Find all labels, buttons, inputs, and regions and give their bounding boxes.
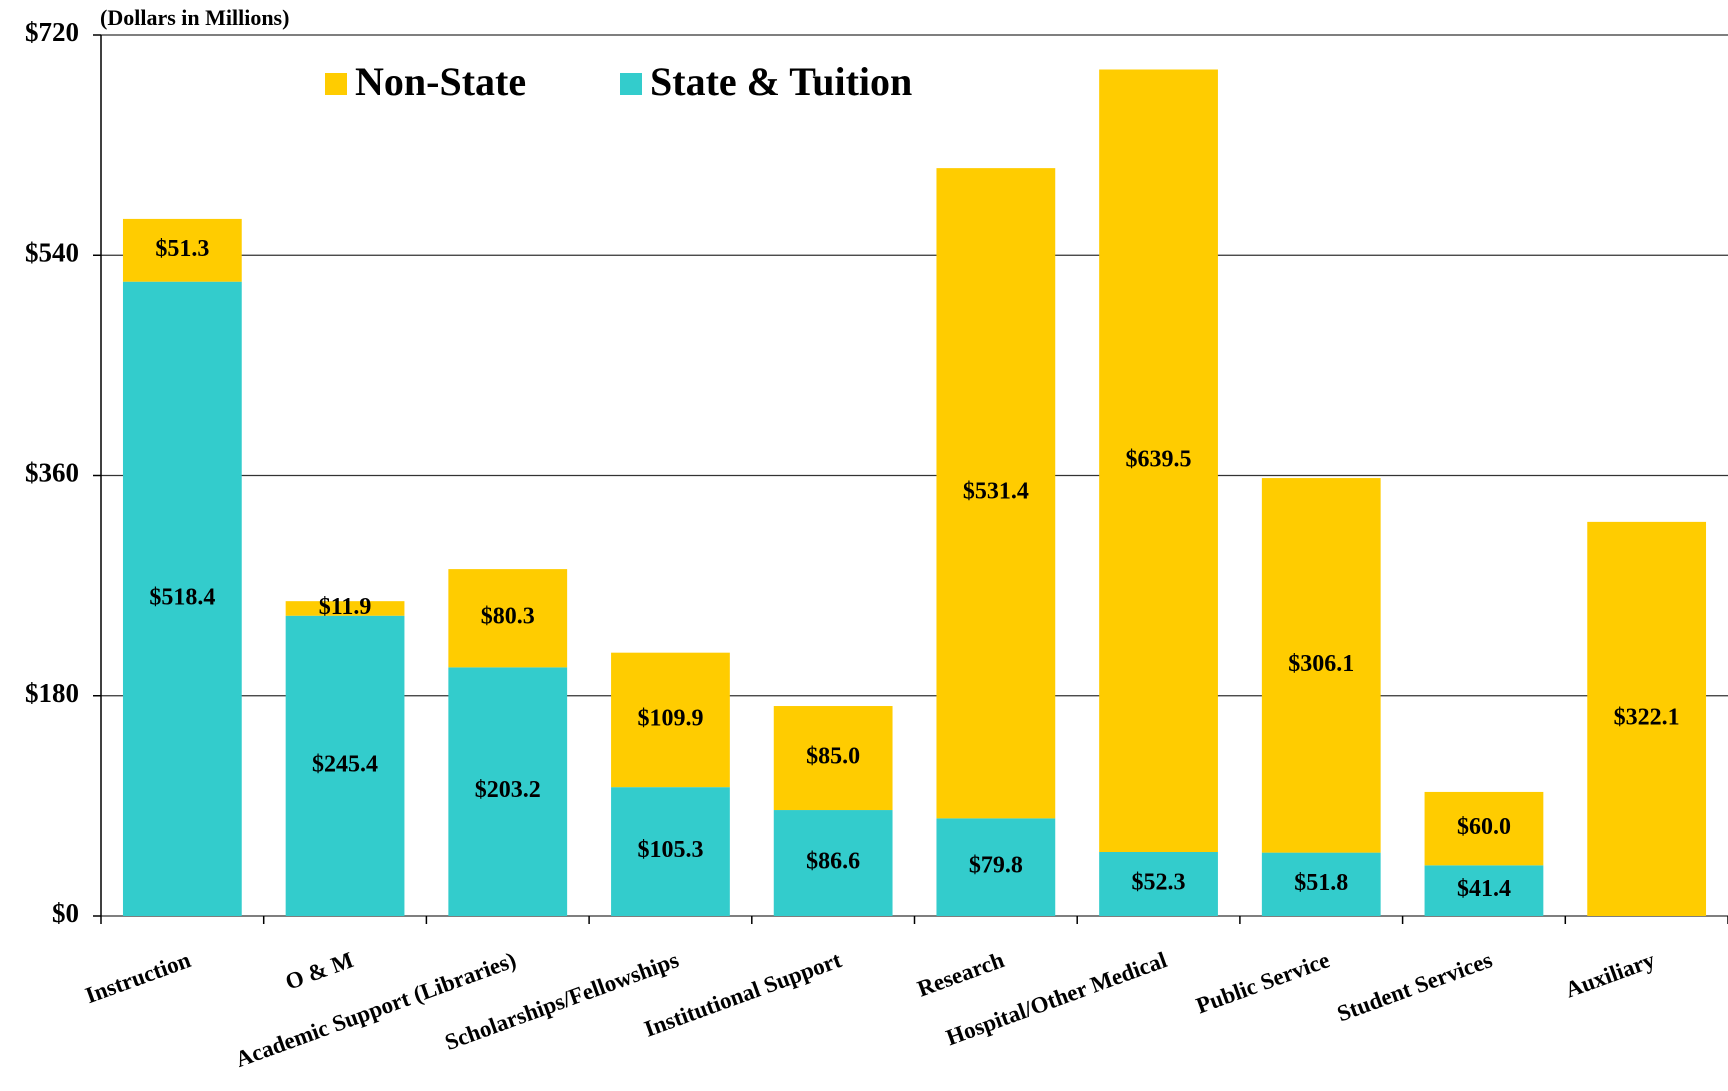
y-tick-label: $360 (25, 458, 79, 488)
bar-segment (1099, 852, 1218, 916)
bar-segment (448, 569, 568, 668)
data-label: $518.4 (149, 584, 215, 610)
y-tick-label: $720 (25, 17, 79, 47)
data-label: $80.3 (481, 604, 535, 630)
bar-segment (1424, 865, 1544, 916)
x-tick-label: Academic Support (Libraries) (232, 947, 519, 1072)
bar-segment (122, 218, 242, 282)
data-label: $639.5 (1126, 446, 1192, 472)
data-label: $51.3 (155, 236, 209, 262)
x-tick-label: Student Services (1334, 947, 1496, 1026)
data-label: $203.2 (475, 777, 541, 803)
data-label: $109.9 (637, 705, 703, 731)
bar-segment (1099, 69, 1218, 853)
x-tick-label: Research (914, 947, 1008, 1001)
x-tick-label: Public Service (1193, 947, 1333, 1018)
x-tick-label: Auxiliary (1562, 947, 1659, 1003)
data-label: $531.4 (963, 479, 1029, 505)
legend-swatch (620, 73, 642, 95)
bar-segment (122, 281, 242, 916)
data-label: $60.0 (1457, 814, 1511, 840)
bar-segment (936, 168, 1056, 819)
data-label: $86.6 (806, 849, 860, 875)
x-tick-label: O & M (282, 947, 357, 995)
bar-segment (1587, 521, 1707, 916)
y-tick-label: $0 (52, 898, 79, 928)
x-tick-label: Instruction (82, 947, 194, 1008)
bar-segment (936, 818, 1056, 916)
bar-segment (448, 667, 568, 916)
data-label: $105.3 (637, 837, 703, 863)
data-label: $306.1 (1288, 651, 1354, 677)
data-label: $79.8 (969, 853, 1023, 879)
legend-label: Non-State (355, 59, 526, 104)
bar-segment (285, 615, 405, 916)
data-label: $41.4 (1457, 876, 1511, 902)
data-label: $245.4 (312, 751, 378, 777)
y-tick-label: $540 (25, 237, 79, 267)
bar-segment (1424, 791, 1544, 866)
bar-segment (611, 787, 730, 916)
data-label: $11.9 (319, 594, 372, 620)
bar-segment (1261, 852, 1381, 916)
data-label: $52.3 (1132, 870, 1186, 896)
legend-swatch (325, 73, 347, 95)
data-label: $322.1 (1614, 704, 1680, 730)
bar-segment (773, 706, 893, 811)
bar-segment (1261, 478, 1381, 853)
bar-segment (773, 810, 893, 916)
legend-label: State & Tuition (650, 59, 912, 104)
subtitle: (Dollars in Millions) (100, 5, 289, 30)
data-label: $51.8 (1294, 870, 1348, 896)
data-label: $85.0 (806, 744, 860, 770)
bar-segment (611, 652, 730, 788)
bar-segment (285, 601, 405, 616)
y-tick-label: $180 (25, 678, 79, 708)
